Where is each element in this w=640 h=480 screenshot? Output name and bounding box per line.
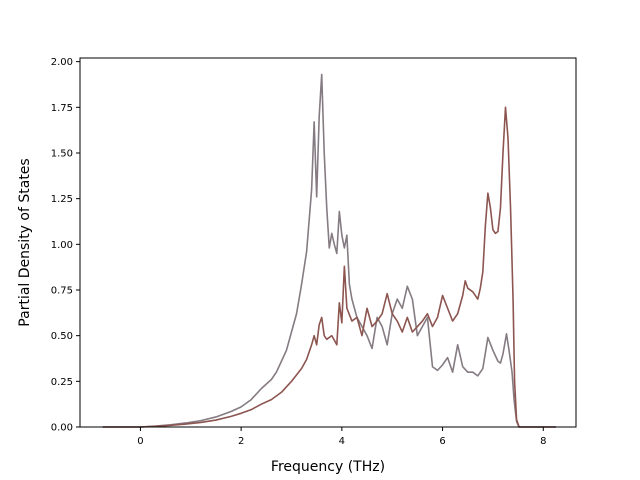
series-line-2 — [102, 106, 556, 428]
y-tick-label: 0.25 — [51, 377, 73, 388]
y-tick-label: 1.25 — [51, 194, 73, 205]
series-line-1 — [102, 73, 556, 428]
y-axis-label: Partial Density of States — [17, 158, 33, 326]
x-tick-label: 0 — [137, 436, 143, 447]
x-tick-label: 2 — [238, 436, 244, 447]
x-tick-label: 6 — [439, 436, 445, 447]
x-tick-label: 8 — [540, 436, 546, 447]
y-tick-label: 0.50 — [51, 331, 73, 342]
y-tick-label: 1.00 — [51, 240, 73, 251]
y-tick-label: 1.50 — [51, 148, 73, 159]
y-tick-label: 0.75 — [51, 285, 73, 296]
y-tick-label: 2.00 — [51, 57, 73, 68]
x-tick-label: 4 — [339, 436, 345, 447]
series-layer — [102, 73, 556, 428]
y-tick-label: 0.00 — [51, 423, 73, 434]
axes-frame — [79, 57, 577, 428]
x-axis-ticks: 0 2 4 6 8 — [137, 427, 546, 447]
y-axis-ticks: 0.00 0.25 0.50 0.75 1.00 1.25 1.50 1.75 2.00 — [51, 57, 80, 434]
x-axis-label: Frequency (THz) — [271, 459, 385, 475]
y-tick-label: 1.75 — [51, 103, 73, 114]
